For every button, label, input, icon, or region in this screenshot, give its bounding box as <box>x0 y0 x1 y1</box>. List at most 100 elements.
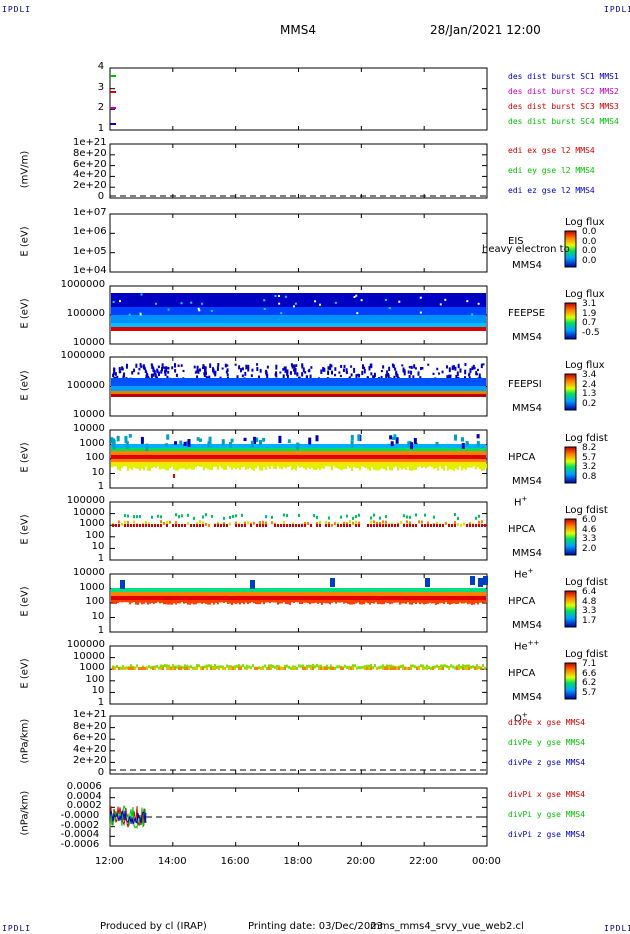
hpca-he-pixel <box>418 520 420 524</box>
hpca-he-pixel <box>148 522 150 526</box>
hpca-he-pixel <box>460 523 462 527</box>
feepse-pixel <box>471 313 474 316</box>
hpca-o-pixel <box>320 667 322 670</box>
feepse-pixel <box>360 299 363 302</box>
hpca-h-pixel <box>431 464 433 468</box>
hpca-he-pixel <box>478 514 480 518</box>
legend-edi: edi ey gse l2 MMS4 <box>508 166 595 175</box>
hpca-he-pixel <box>310 524 312 527</box>
feepsi-pixel <box>209 363 212 368</box>
feepsi-pixel <box>152 373 155 377</box>
hpca-hepp-pixel <box>451 600 453 604</box>
hpca-h-pixel <box>165 443 169 447</box>
hpca-he-pixel <box>247 521 249 525</box>
hpca-he-pixel <box>382 520 384 524</box>
hpca-hepp-pixel <box>149 600 151 604</box>
hpca-he-pixel <box>403 514 405 518</box>
hpca-h-pixel <box>189 464 191 469</box>
hpca-o-pixel <box>318 667 320 670</box>
hpca-hepp-pixel <box>481 600 483 603</box>
feepse-pixel <box>210 309 213 312</box>
feepsi-band <box>111 386 486 391</box>
hpca-h-pixel <box>239 464 241 470</box>
hpca-h-pixel <box>393 434 397 440</box>
instrument-hpca_hepp: HPCA <box>508 596 536 607</box>
hpca-he-pixel <box>229 515 231 519</box>
hpca-h-pixel <box>483 464 485 471</box>
hpca-hepp-pixel <box>113 600 115 605</box>
hpca-he-pixel <box>337 522 339 526</box>
hpca-h-pixel <box>461 464 463 471</box>
feepse-pixel <box>278 302 281 305</box>
hpca-h-pixel <box>225 464 227 470</box>
hpca-h-pixel <box>209 464 211 470</box>
hpca-hepp-pixel <box>339 600 341 603</box>
hpca-o-pixel <box>396 667 398 670</box>
feepsi-pixel <box>256 367 259 372</box>
hpca-he-pixel <box>415 513 417 517</box>
hpca-o-pixel <box>484 666 486 670</box>
hpca-he-pixel <box>127 514 129 518</box>
hpca-h-pixel <box>262 437 266 442</box>
hpca-o-pixel <box>466 667 468 670</box>
hpca-hepp-pixel <box>279 600 281 604</box>
hpca-o-pixel <box>382 664 384 668</box>
hpca-h-pixel <box>465 464 467 470</box>
hpca-h-pixel <box>407 441 411 447</box>
divpi-trace-green <box>109 804 147 829</box>
feepsi-pixel <box>345 371 348 375</box>
hpca-hepp-pixel <box>409 600 411 605</box>
ylabel-feepse: E (eV) <box>19 298 31 329</box>
hpca-he-pixel <box>298 513 300 517</box>
hpca-o-pixel <box>430 666 432 670</box>
hpca-o-pixel <box>290 666 292 670</box>
hpca-h-pixel <box>187 464 189 470</box>
hpca-hepp-pixel <box>341 600 343 603</box>
hpca-h-pixel <box>183 441 187 446</box>
hpca-hepp-pixel <box>441 600 443 603</box>
hpca-he-pixel <box>376 521 378 525</box>
feepsi-pixel <box>204 366 207 370</box>
hpca-h-pixel <box>385 464 387 471</box>
hpca-o-pixel <box>452 665 454 669</box>
hpca-o-pixel <box>458 667 460 670</box>
footer-produced: Produced by cl (IRAP) <box>100 921 207 932</box>
feepsi-pixel <box>343 364 346 369</box>
hpca-o-pixel <box>476 664 478 668</box>
hpca-h-pixel <box>413 464 415 471</box>
hpca-hepp-pixel <box>401 600 403 604</box>
ytick-label: 100000 <box>66 639 105 650</box>
hpca-o-pixel <box>230 665 232 669</box>
hpca-o-pixel <box>112 667 114 670</box>
hpca-h-pixel <box>405 464 407 470</box>
colorbar-tick-hpca_o: 5.7 <box>582 687 597 698</box>
feepsi-pixel <box>142 364 145 369</box>
hpca-h-pixel <box>121 464 123 468</box>
hpca-h-pixel <box>383 464 385 469</box>
hpca-h-pixel <box>461 442 465 449</box>
colorbar-title-hpca_he: Log fdist <box>565 505 608 516</box>
feepsi-pixel <box>199 368 202 372</box>
colorbar-eis <box>564 230 577 268</box>
ytick-label: 100 <box>85 596 105 607</box>
colorbar-tick-eis: 0.0 <box>582 236 597 247</box>
hpca-hepp-pixel <box>135 600 137 605</box>
hpca-o-pixel <box>372 666 374 670</box>
hpca-he-pixel <box>436 524 438 527</box>
feepse-pixel <box>180 302 183 305</box>
feepsi-pixel <box>304 371 307 374</box>
hpca-h-pixel <box>395 437 399 444</box>
hpca-o-pixel <box>300 664 302 668</box>
hpca-o-pixel <box>392 667 394 670</box>
hpca-o-pixel <box>190 665 192 669</box>
hpca-o-pixel <box>242 664 244 668</box>
hpca-hepp-pixel <box>469 600 471 604</box>
hpca-hepp-pixel <box>183 600 185 604</box>
hpca-he-pixel <box>127 524 129 527</box>
feepsi-pixel <box>408 375 411 380</box>
hpca-h-pixel <box>460 437 464 442</box>
hpca-hepp-pixel <box>483 576 488 585</box>
feepse-band <box>111 307 486 315</box>
hpca-hepp-pixel <box>325 600 327 604</box>
hpca-o-pixel <box>414 665 416 669</box>
